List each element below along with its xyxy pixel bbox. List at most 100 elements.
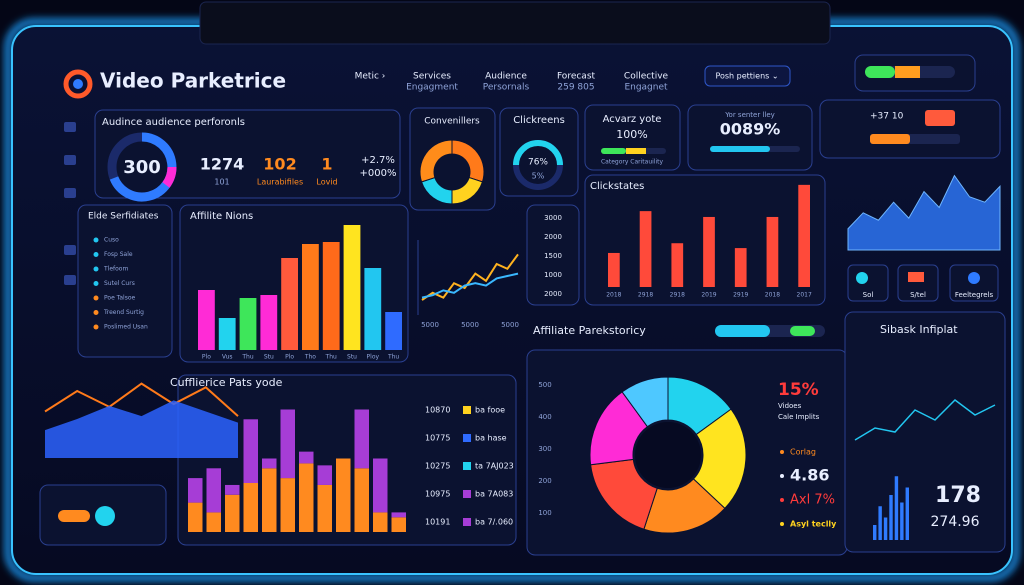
scale-label: 2000 (544, 233, 562, 241)
side-item: Asyl teclly (790, 520, 837, 529)
ring-segment (692, 408, 747, 510)
scale-label: 2000 (544, 290, 562, 298)
card-title: Sibask Infiplat (880, 323, 958, 336)
list-card (77, 204, 173, 358)
scale-label: 1500 (544, 252, 562, 260)
list-item: Treend Surtig (103, 309, 144, 316)
bar (343, 225, 361, 350)
stat-value: 102 (263, 155, 296, 174)
legend-label: ba hase (475, 434, 507, 443)
gauge-value: 300 (123, 157, 161, 178)
list-item: Sutel Curs (104, 280, 135, 287)
card-title: Cufflierice Pats yode (170, 376, 283, 389)
top-right-badge (925, 110, 955, 126)
score-card (687, 104, 813, 171)
legend-swatch (463, 518, 471, 526)
nav-item: Engagnet (624, 83, 668, 93)
list-item: Tlefoom (103, 266, 128, 273)
area (847, 174, 1001, 251)
legend-swatch (463, 490, 471, 498)
icon (856, 272, 868, 284)
icon-label: S/tel (910, 291, 926, 299)
stat-label: Laurabifiles (257, 178, 303, 187)
x-tick-label: 2018 (765, 292, 780, 299)
stacked-bar (391, 512, 406, 518)
stat-value: 1 (321, 155, 332, 174)
bar (385, 312, 402, 350)
gauge-value: 76% (528, 158, 548, 168)
status-fill-orange (895, 66, 920, 78)
list-item: Fosp Sale (104, 251, 133, 258)
app-title: Video Parketrice (100, 69, 286, 93)
side-icon[interactable] (64, 188, 76, 198)
card-title: Elde Serfidiates (88, 212, 159, 222)
toggle-knob[interactable] (95, 506, 115, 526)
side-icon[interactable] (64, 122, 76, 132)
device-top (199, 1, 831, 45)
bar (239, 298, 257, 350)
card-value: +37 10 (870, 112, 904, 122)
x-tick-label: 5000 (421, 321, 439, 329)
sidebar-icons (64, 122, 76, 285)
bar (894, 476, 899, 540)
list-item: Cuso (104, 237, 119, 244)
side-icon[interactable] (64, 245, 76, 255)
stat-change: +2.7% (361, 155, 395, 166)
list-dot (93, 310, 99, 315)
x-tick-label: 2918 (638, 292, 653, 299)
bar (322, 242, 340, 350)
stacked-bar (391, 517, 406, 532)
x-tick-label: Thu (241, 354, 253, 361)
axis-label: 500 (538, 381, 551, 389)
list-dot (93, 266, 99, 272)
stacked-bar (280, 409, 295, 479)
stat-change: +000% (360, 168, 397, 179)
stacked-bar (317, 484, 332, 532)
bar (798, 184, 810, 287)
stacked-bar (336, 458, 351, 532)
legend-label: ba fooe (475, 406, 505, 415)
dropdown-label: Posh pettiens ⌄ (715, 72, 778, 81)
icon (908, 272, 924, 282)
side-icon[interactable] (64, 275, 76, 285)
dropdown[interactable] (704, 65, 791, 87)
x-tick-label: 2019 (701, 292, 716, 299)
list-dot (93, 237, 99, 243)
side-dot (780, 450, 784, 454)
x-tick-label: 2018 (606, 292, 621, 299)
stat-value: 1274 (200, 155, 245, 174)
axis-label: 200 (538, 477, 551, 485)
stat-label: Lovid (316, 178, 337, 187)
side-icon[interactable] (64, 155, 76, 165)
bar (873, 525, 877, 540)
card-title: Clickstates (590, 181, 644, 192)
legend-value: 10870 (425, 406, 450, 415)
nav-item: Engagment (406, 83, 458, 93)
bar (198, 290, 215, 350)
list-dot (93, 295, 99, 301)
toggle[interactable] (58, 510, 90, 522)
list-dot (93, 324, 99, 330)
bar (260, 295, 278, 350)
stacked-bar (188, 502, 203, 532)
side-value: 15% (778, 380, 819, 400)
x-tick-label: Plo (285, 354, 294, 361)
x-tick-label: Stu (347, 354, 357, 361)
stacked-bar (262, 458, 277, 469)
gauge-arc-tip (162, 166, 177, 188)
stacked-bar (354, 409, 369, 469)
x-tick-label: Thu (325, 354, 337, 361)
bar (889, 495, 893, 540)
list-dot (93, 281, 99, 286)
x-tick-label: Thu (387, 354, 399, 361)
stacked-bar (299, 463, 314, 532)
sparkline (854, 399, 996, 441)
x-tick-label: 5000 (461, 321, 479, 329)
pie-toggle-knob[interactable] (790, 326, 815, 336)
x-tick-label: Plo (202, 354, 211, 361)
icon-row (847, 264, 999, 302)
stacked-bar (225, 484, 240, 495)
icon (968, 272, 980, 284)
stacked-bar (317, 465, 332, 485)
side-dot (780, 498, 784, 502)
